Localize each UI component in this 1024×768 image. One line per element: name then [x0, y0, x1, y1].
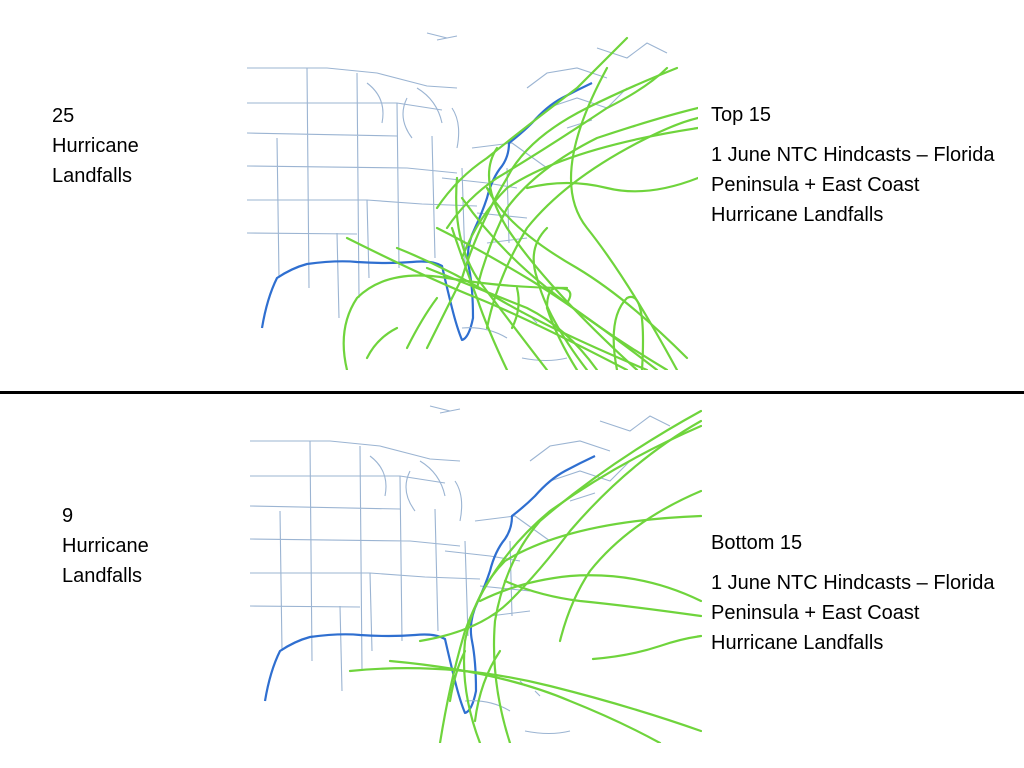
hurricane-track-line: [525, 176, 698, 193]
top-hurricane-tracks: [342, 36, 698, 370]
hurricane-track-line: [569, 66, 679, 370]
hurricane-track-line: [395, 246, 649, 370]
hurricane-track-line: [473, 649, 502, 723]
hurricane-track-line: [448, 649, 467, 703]
hurricane-track-line: [348, 667, 702, 733]
bottom-gulf-coastline: [263, 455, 596, 715]
bottom-caption: Bottom 15 1 June NTC Hindcasts – Florida…: [711, 528, 1001, 658]
top-caption-description: 1 June NTC Hindcasts – Florida Peninsula…: [711, 144, 995, 226]
hurricane-track-line: [405, 296, 439, 350]
bottom-landfall-count: 9 Hurricane Landfalls: [62, 501, 222, 591]
hurricane-track-line: [425, 66, 679, 350]
bottom-caption-description: 1 June NTC Hindcasts – Florida Peninsula…: [711, 572, 995, 654]
top-landfall-count: 25 Hurricane Landfalls: [52, 101, 212, 191]
top-count-line-1: Hurricane: [52, 135, 139, 157]
hurricane-track-line: [558, 489, 702, 643]
hurricane-track-line: [455, 176, 549, 370]
hurricane-track-line: [612, 295, 645, 370]
top-count-number: 25: [52, 105, 75, 127]
top-gulf-coastline: [260, 82, 593, 342]
bottom-hurricane-tracks: [348, 409, 702, 743]
top-caption-title: Top 15: [711, 104, 772, 126]
hurricane-track-line: [492, 409, 702, 743]
top-hurricane-track-map: [247, 28, 698, 370]
bottom-caption-title: Bottom 15: [711, 532, 803, 554]
hurricane-track-line: [445, 66, 669, 230]
hurricane-track-line: [478, 574, 702, 603]
top-caption: Top 15 1 June NTC Hindcasts – Florida Pe…: [711, 100, 1011, 230]
hurricane-track-line: [388, 659, 662, 743]
top-caribbean-islands: [461, 307, 568, 362]
hurricane-track-line: [418, 419, 702, 643]
top-count-line-2: Landfalls: [52, 165, 133, 187]
hurricane-track-line: [462, 514, 702, 743]
hurricane-track-line: [460, 126, 698, 260]
top-map-svg: [247, 32, 698, 370]
hurricane-track-line: [450, 226, 509, 370]
bottom-hurricane-track-map: [249, 401, 702, 743]
hurricane-track-line: [591, 634, 702, 661]
bottom-count-line-2: Landfalls: [62, 565, 143, 587]
hurricane-track-line: [425, 266, 599, 370]
hurricane-track-line: [435, 36, 629, 210]
hurricane-track-line: [365, 326, 399, 360]
hurricane-track-line: [438, 424, 702, 743]
bottom-map-svg: [249, 405, 702, 743]
bottom-count-number: 9: [62, 505, 74, 527]
panel-divider: [0, 391, 1024, 394]
bottom-count-line-1: Hurricane: [62, 535, 149, 557]
hurricane-track-line: [342, 274, 569, 370]
hurricane-track-line: [510, 286, 520, 330]
hurricane-track-line: [475, 106, 698, 290]
bottom-state-borders: [249, 405, 671, 692]
hurricane-track-line: [503, 579, 702, 618]
hurricane-track-line: [487, 146, 639, 370]
bottom-caribbean-islands: [464, 680, 571, 735]
hurricane-track-line: [485, 116, 698, 330]
hurricane-track-line: [545, 286, 579, 370]
hurricane-track-line: [532, 226, 589, 370]
